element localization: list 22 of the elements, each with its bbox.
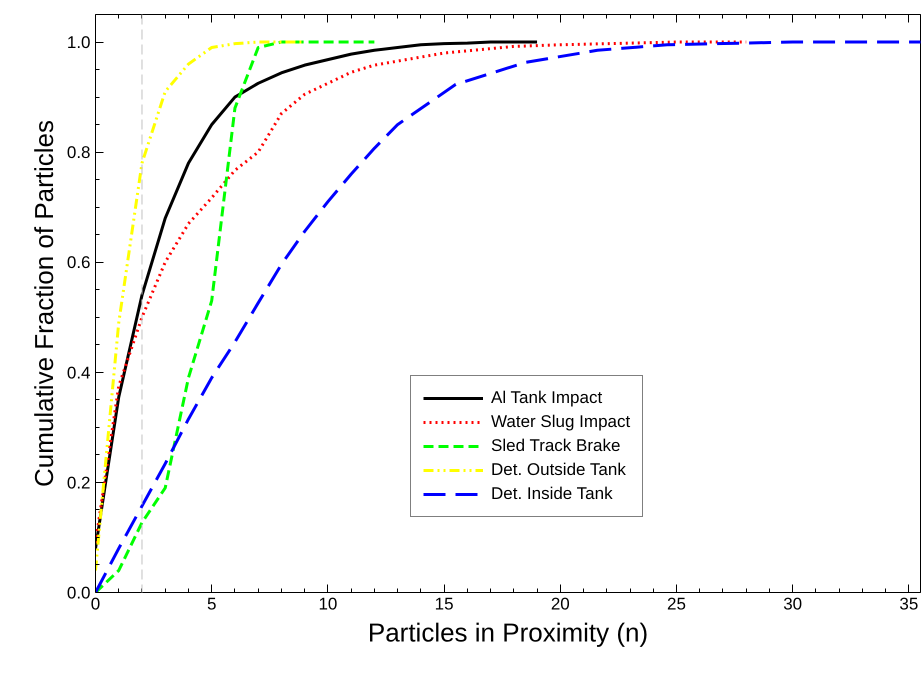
- x-tick-label: 25: [667, 594, 686, 614]
- x-tick-label: 20: [550, 594, 570, 614]
- x-tick-label: 30: [783, 594, 802, 614]
- y-tick-label: 0.8: [66, 143, 91, 162]
- x-tick-label: 5: [206, 594, 216, 614]
- x-tick-label: 0: [90, 594, 100, 614]
- x-tick-label: 15: [434, 594, 454, 614]
- legend-label: Det. Outside Tank: [491, 460, 626, 480]
- y-tick-label: 0.6: [66, 253, 91, 272]
- y-tick-label: 0.4: [66, 363, 91, 382]
- x-tick-label: 35: [899, 594, 918, 614]
- line-series: [96, 40, 748, 544]
- legend-label: Sled Track Brake: [491, 436, 620, 456]
- x-tick-label: 10: [318, 594, 338, 614]
- legend-label: Water Slug Impact: [491, 412, 630, 432]
- legend-label: Al Tank Impact: [491, 388, 602, 408]
- legend-label: Det. Inside Tank: [491, 484, 613, 504]
- y-axis-title: Cumulative Fraction of Particles: [28, 120, 59, 488]
- y-tick-label: 0.2: [66, 473, 91, 492]
- x-axis-title: Particles in Proximity (n): [368, 618, 648, 648]
- y-tick-label: 0.0: [66, 584, 91, 602]
- y-tick-label: 1.0: [66, 33, 91, 52]
